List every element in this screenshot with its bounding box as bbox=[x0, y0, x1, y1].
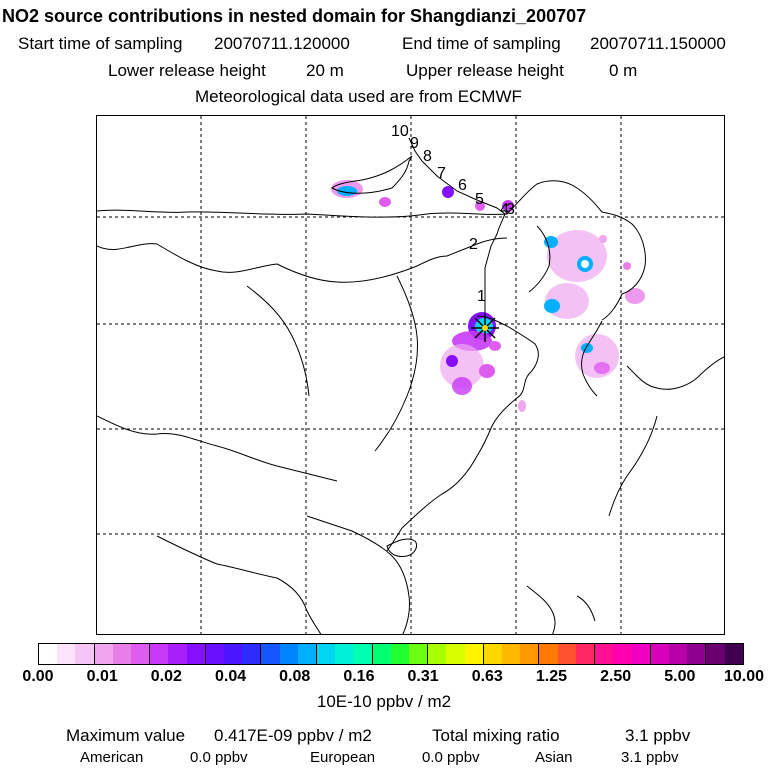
color-scale-cell bbox=[613, 644, 632, 664]
total-mixing-label: Total mixing ratio bbox=[432, 726, 560, 745]
color-scale-cell bbox=[464, 644, 484, 664]
color-scale-cell bbox=[131, 644, 151, 664]
color-scale-cell bbox=[353, 644, 373, 664]
color-scale-unit: 10E-10 ppbv / m2 bbox=[316, 692, 452, 711]
lower-height-label: Lower release height bbox=[108, 61, 266, 80]
color-scale-cell bbox=[39, 644, 58, 664]
map-panel: 1 2 4 5 6 7 8 9 10 3 bbox=[96, 115, 725, 635]
color-scale-tick-label: 0.63 bbox=[471, 668, 503, 685]
upper-height-value: 0 m bbox=[609, 61, 638, 80]
total-mixing-value: 3.1 ppbv bbox=[625, 726, 691, 745]
max-value-label: Maximum value bbox=[66, 726, 186, 745]
color-scale-cell bbox=[186, 644, 206, 664]
end-time-value: 20070711.150000 bbox=[590, 34, 726, 53]
max-value: 0.417E-09 ppbv / m2 bbox=[214, 726, 372, 745]
trajectory-label-1: 1 bbox=[477, 288, 486, 305]
color-scale-cell bbox=[428, 644, 447, 664]
color-scale-tick-label: 0.01 bbox=[86, 668, 118, 685]
coastlines bbox=[97, 155, 724, 634]
color-scale-tick-label: 0.04 bbox=[214, 668, 247, 685]
color-scale-cell bbox=[668, 644, 688, 664]
trajectory-label-7: 7 bbox=[437, 165, 446, 182]
color-scale-cell bbox=[279, 644, 298, 664]
color-scale-cell bbox=[205, 644, 225, 664]
color-scale-cell bbox=[650, 644, 669, 664]
european-value: 0.0 ppbv bbox=[422, 749, 480, 766]
color-scale-cell bbox=[706, 644, 725, 664]
color-scale-tick-label: 2.50 bbox=[600, 668, 632, 685]
color-scale-cell bbox=[112, 644, 132, 664]
color-scale-cell bbox=[595, 644, 614, 664]
meteorological-source: Meteorological data used are from ECMWF bbox=[195, 87, 522, 106]
receptor-star-icon bbox=[471, 314, 499, 342]
trajectory-label-4: 4 bbox=[500, 201, 509, 218]
color-scale-cell bbox=[390, 644, 410, 664]
end-time-label: End time of sampling bbox=[402, 34, 561, 53]
trajectory-label-2: 2 bbox=[469, 236, 478, 253]
trajectory-label-9: 9 bbox=[410, 135, 419, 152]
color-scale-cell bbox=[335, 644, 354, 664]
trajectory-label-10: 10 bbox=[391, 123, 409, 140]
color-scale-cell bbox=[57, 644, 76, 664]
color-scale-cell bbox=[317, 644, 336, 664]
color-scale-tick-label: 0.16 bbox=[343, 668, 375, 685]
color-scale-cell bbox=[520, 644, 540, 664]
color-scale-cell bbox=[409, 644, 429, 664]
color-scale-cell bbox=[94, 644, 113, 664]
color-scale-cell bbox=[446, 644, 465, 664]
color-scale-cell bbox=[224, 644, 243, 664]
color-scale-tick-label: 0.31 bbox=[407, 668, 439, 685]
color-scale-cell bbox=[150, 644, 169, 664]
start-time-label: Start time of sampling bbox=[18, 34, 183, 53]
trajectory-label-3: 3 bbox=[506, 201, 515, 218]
lower-height-value: 20 m bbox=[306, 61, 344, 80]
color-scale-cell bbox=[75, 644, 95, 664]
american-value: 0.0 ppbv bbox=[190, 749, 248, 766]
color-scale-tick-label: 5.00 bbox=[664, 668, 696, 685]
start-time-value: 20070711.120000 bbox=[214, 34, 350, 53]
color-scale-cell bbox=[297, 644, 318, 664]
color-scale-tick-label: 10.00 bbox=[723, 668, 765, 685]
color-scale-cell bbox=[724, 644, 743, 664]
color-scale-cell bbox=[242, 644, 262, 664]
asian-value: 3.1 ppbv bbox=[621, 749, 679, 766]
trajectory-path bbox=[408, 137, 506, 323]
color-scale-tick-label: 0.00 bbox=[22, 668, 54, 685]
color-scale-cell bbox=[631, 644, 651, 664]
color-scale-cell bbox=[687, 644, 707, 664]
trajectory-label-group: 1 2 4 5 6 7 8 9 10 3 bbox=[391, 123, 515, 305]
color-scale-cell bbox=[483, 644, 503, 664]
color-scale-tick-label: 0.02 bbox=[150, 668, 182, 685]
color-scale-cell bbox=[502, 644, 521, 664]
color-scale-tick-label: 0.08 bbox=[279, 668, 311, 685]
color-scale-bar bbox=[38, 643, 744, 665]
trajectory-label-6: 6 bbox=[458, 177, 467, 194]
color-scale-tick-label: 1.25 bbox=[535, 668, 568, 685]
color-scale-cell bbox=[261, 644, 280, 664]
color-scale-cell bbox=[168, 644, 187, 664]
grid-lines bbox=[97, 116, 724, 634]
european-label: European bbox=[310, 749, 376, 766]
american-label: American bbox=[80, 749, 144, 766]
upper-height-label: Upper release height bbox=[406, 61, 564, 80]
trajectory-label-5: 5 bbox=[475, 191, 484, 208]
asian-label: Asian bbox=[535, 749, 573, 766]
color-scale-cell bbox=[539, 644, 558, 664]
trajectory-label-8: 8 bbox=[423, 148, 432, 165]
map-title: NO2 source contributions in nested domai… bbox=[2, 6, 587, 26]
color-scale-cell bbox=[575, 644, 596, 664]
color-scale-cell bbox=[372, 644, 391, 664]
color-scale-cell bbox=[557, 644, 576, 664]
map-canvas: 1 2 4 5 6 7 8 9 10 3 bbox=[97, 116, 724, 634]
